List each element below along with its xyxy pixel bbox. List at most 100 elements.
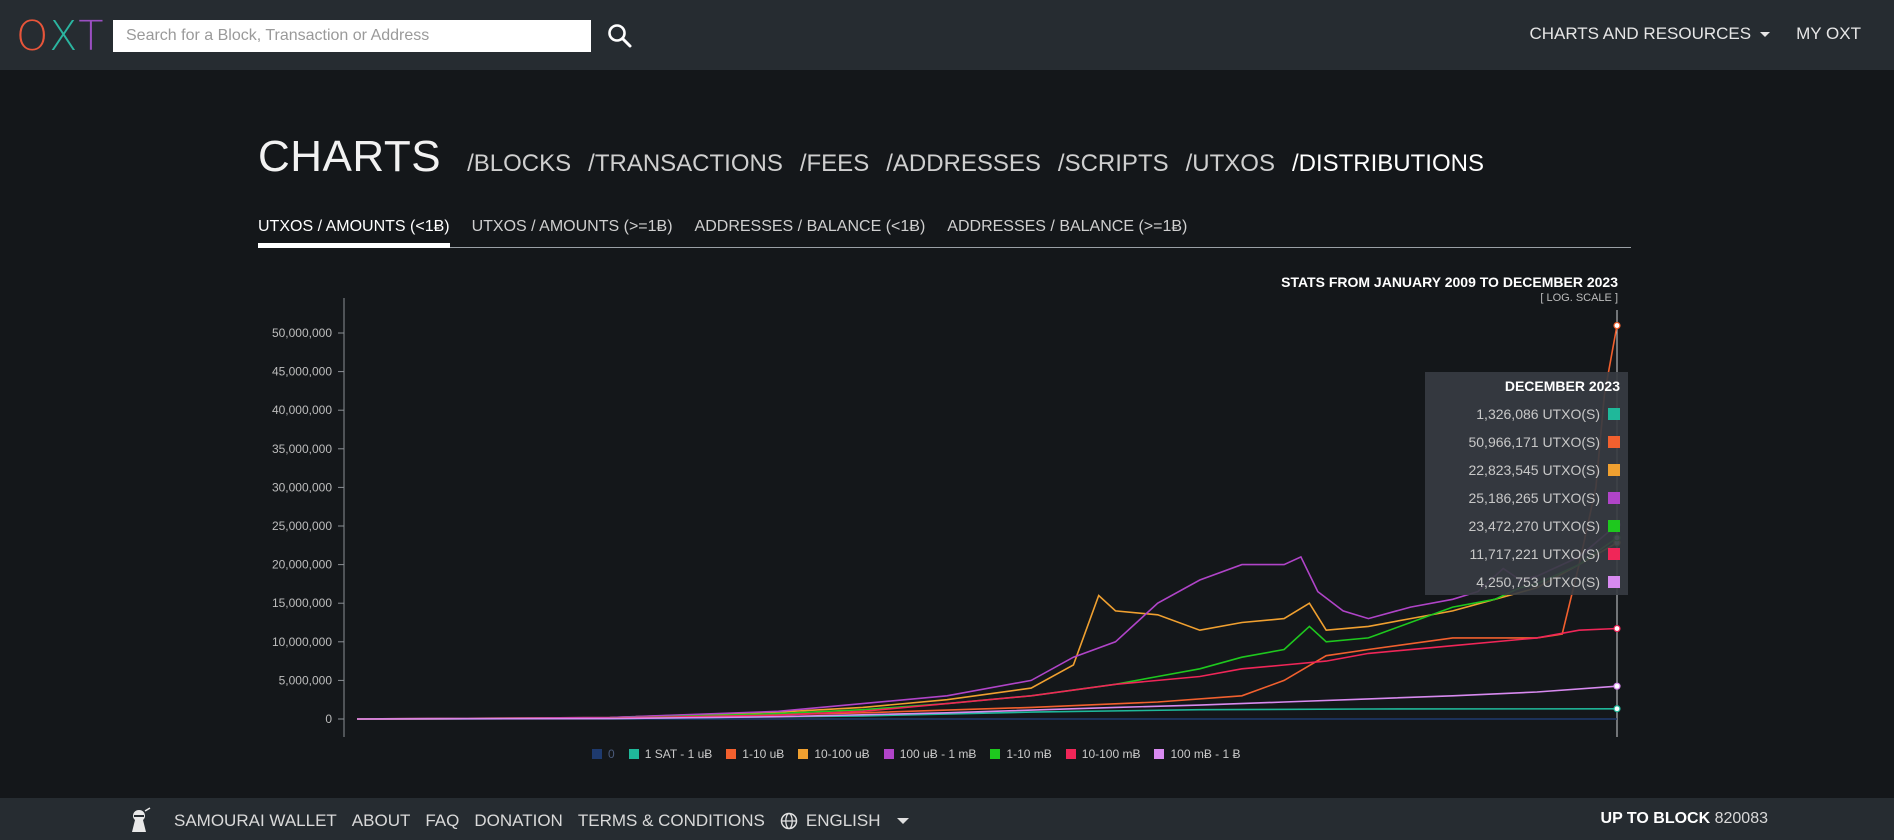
- tooltip-title: DECEMBER 2023: [1504, 378, 1620, 394]
- charts-title-nav: CHARTS /BLOCKS /TRANSACTIONS /FEES /ADDR…: [258, 132, 1501, 182]
- chart-legend: 0 1 SAT - 1 uɃ 1-10 uɃ 10-100 uɃ 100 uɃ - 1 …: [592, 747, 1241, 761]
- distribution-tabs: UTXOS / AMOUNTS (<1Ƀ) UTXOS / AMOUNTS (>…: [258, 215, 1631, 248]
- y-tick-label: 35,000,000: [272, 442, 332, 456]
- tooltip-row: 23,472,270 UTXO(S): [1433, 512, 1620, 540]
- legend-label: 10-100 uɃ: [814, 747, 870, 761]
- tooltip-value: 11,717,221 UTXO(S): [1469, 546, 1600, 562]
- logo-letter-o: O: [16, 12, 50, 60]
- legend-item[interactable]: 1-10 uɃ: [726, 747, 784, 761]
- legend-swatch: [1065, 749, 1076, 759]
- y-tick-label: 25,000,000: [272, 519, 332, 533]
- tooltip-swatch: [1608, 520, 1620, 532]
- y-tick-label: 0: [325, 712, 332, 726]
- language-label: ENGLISH: [805, 811, 881, 830]
- legend-label: 1-10 mɃ: [1006, 747, 1052, 761]
- tooltip-value: 22,823,545 UTXO(S): [1468, 462, 1600, 478]
- legend-item[interactable]: 100 uɃ - 1 mɃ: [883, 747, 977, 761]
- legend-swatch: [726, 749, 737, 759]
- chevron-down-icon: [896, 818, 909, 824]
- charts-resources-menu[interactable]: CHARTS AND RESOURCES: [1529, 24, 1771, 44]
- chart-title: STATS FROM JANUARY 2009 TO DECEMBER 2023: [1281, 274, 1618, 290]
- tooltip-swatch: [1608, 576, 1620, 588]
- block-height-info: UP TO BLOCK 820083: [1601, 810, 1768, 828]
- tab-addresses-balance-gte1[interactable]: ADDRESSES / BALANCE (>=1Ƀ): [947, 218, 1188, 235]
- tooltip-value: 1,326,086 UTXO(S): [1476, 406, 1600, 422]
- series-end-marker: [1613, 682, 1621, 690]
- y-tick-label: 15,000,000: [272, 596, 332, 610]
- legend-item[interactable]: 10-100 uɃ: [798, 747, 870, 761]
- legend-swatch: [990, 749, 1001, 759]
- tooltip-row: 1,326,086 UTXO(S): [1433, 400, 1620, 428]
- tooltip-row: 22,823,545 UTXO(S): [1433, 456, 1620, 484]
- distribution-line-chart[interactable]: 0 5,000,000 10,000,000 15,000,000 20,000,000…: [0, 270, 1894, 770]
- section-link-transactions[interactable]: /TRANSACTIONS: [588, 150, 783, 177]
- tab-utxos-amounts-lt1[interactable]: UTXOS / AMOUNTS (<1Ƀ): [258, 215, 450, 248]
- section-link-fees[interactable]: /FEES: [799, 150, 870, 177]
- footer-link-faq[interactable]: FAQ: [425, 811, 460, 830]
- globe-icon: [780, 812, 798, 830]
- y-tick-label: 40,000,000: [272, 403, 332, 417]
- series-line: [356, 542, 1618, 720]
- my-oxt-link[interactable]: MY OXT: [1796, 24, 1861, 43]
- legend-label: 1 SAT - 1 uɃ: [644, 747, 713, 761]
- series-end-marker: [1613, 624, 1621, 633]
- y-tick-label: 30,000,000: [272, 480, 332, 494]
- charts-resources-label: CHARTS AND RESOURCES: [1529, 24, 1752, 43]
- section-link-distributions[interactable]: /DISTRIBUTIONS: [1291, 150, 1484, 177]
- language-selector[interactable]: ENGLISH: [780, 811, 909, 831]
- footer-link-terms[interactable]: TERMS & CONDITIONS: [577, 811, 765, 830]
- series-end-marker: [1613, 321, 1621, 330]
- tooltip-value: 25,186,265 UTXO(S): [1468, 490, 1600, 506]
- chart-scale-note: [ LOG. SCALE ]: [1540, 292, 1618, 304]
- tooltip-value: 50,966,171 UTXO(S): [1468, 434, 1600, 450]
- footer-link-donation[interactable]: DONATION: [474, 811, 563, 830]
- tooltip-value: 23,472,270 UTXO(S): [1468, 518, 1600, 534]
- legend-item[interactable]: 1 SAT - 1 uɃ: [628, 747, 713, 761]
- legend-swatch: [1154, 749, 1165, 759]
- section-link-utxos[interactable]: /UTXOS: [1185, 150, 1275, 177]
- legend-item[interactable]: 100 mɃ - 1 Ƀ: [1154, 747, 1241, 761]
- tab-utxos-amounts-gte1[interactable]: UTXOS / AMOUNTS (>=1Ƀ): [471, 218, 673, 235]
- tooltip-row: 50,966,171 UTXO(S): [1433, 428, 1620, 456]
- series-end-marker: [1613, 705, 1621, 713]
- footer: SAMOURAI WALLET ABOUT FAQ DONATION TERMS…: [0, 798, 1894, 840]
- footer-link-samourai[interactable]: SAMOURAI WALLET: [174, 811, 337, 830]
- tooltip-row: 4,250,753 UTXO(S): [1433, 568, 1620, 596]
- top-header: OXT CHARTS AND RESOURCES MY OXT: [0, 0, 1894, 70]
- legend-item[interactable]: 1-10 mɃ: [990, 747, 1052, 761]
- legend-label: 100 mɃ - 1 Ƀ: [1170, 747, 1241, 761]
- y-tick-label: 50,000,000: [272, 326, 332, 340]
- chart-area: 0 5,000,000 10,000,000 15,000,000 20,000,000…: [0, 270, 1894, 770]
- legend-item[interactable]: 10-100 mɃ: [1065, 747, 1141, 761]
- chevron-down-icon: [1760, 32, 1771, 38]
- block-height-label: UP TO BLOCK: [1600, 810, 1711, 827]
- tooltip-value: 4,250,753 UTXO(S): [1476, 574, 1600, 590]
- tooltip-swatch: [1608, 436, 1620, 448]
- samourai-ninja-icon[interactable]: [125, 807, 153, 835]
- y-tick-label: 20,000,000: [272, 558, 332, 572]
- legend-label: 1-10 uɃ: [742, 747, 785, 761]
- series-line: [356, 685, 1618, 720]
- tooltip-row: 25,186,265 UTXO(S): [1433, 484, 1620, 512]
- legend-label: 10-100 mɃ: [1081, 747, 1141, 761]
- footer-link-about[interactable]: ABOUT: [351, 811, 411, 830]
- tooltip-row: 11,717,221 UTXO(S): [1433, 540, 1620, 568]
- chart-tooltip: DECEMBER 2023 1,326,086 UTXO(S) 50,966,17…: [1425, 372, 1628, 595]
- section-link-addresses[interactable]: /ADDRESSES: [886, 150, 1041, 177]
- legend-label: 100 uɃ - 1 mɃ: [899, 747, 977, 761]
- search-input[interactable]: [113, 20, 591, 52]
- legend-swatch: [592, 749, 602, 759]
- legend-item[interactable]: 0: [592, 747, 615, 761]
- section-link-blocks[interactable]: /BLOCKS: [467, 150, 572, 177]
- y-tick-label: 45,000,000: [272, 365, 332, 379]
- legend-swatch: [798, 749, 809, 759]
- oxt-logo[interactable]: OXT: [16, 12, 104, 60]
- tooltip-swatch: [1608, 464, 1620, 476]
- logo-letter-x: X: [49, 12, 79, 60]
- tab-addresses-balance-lt1[interactable]: ADDRESSES / BALANCE (<1Ƀ): [694, 218, 926, 235]
- tooltip-swatch: [1608, 408, 1620, 420]
- search-icon[interactable]: [606, 22, 634, 50]
- y-tick-label: 5,000,000: [279, 673, 333, 687]
- section-link-scripts[interactable]: /SCRIPTS: [1057, 150, 1169, 177]
- header-nav: CHARTS AND RESOURCES MY OXT: [1529, 24, 1861, 44]
